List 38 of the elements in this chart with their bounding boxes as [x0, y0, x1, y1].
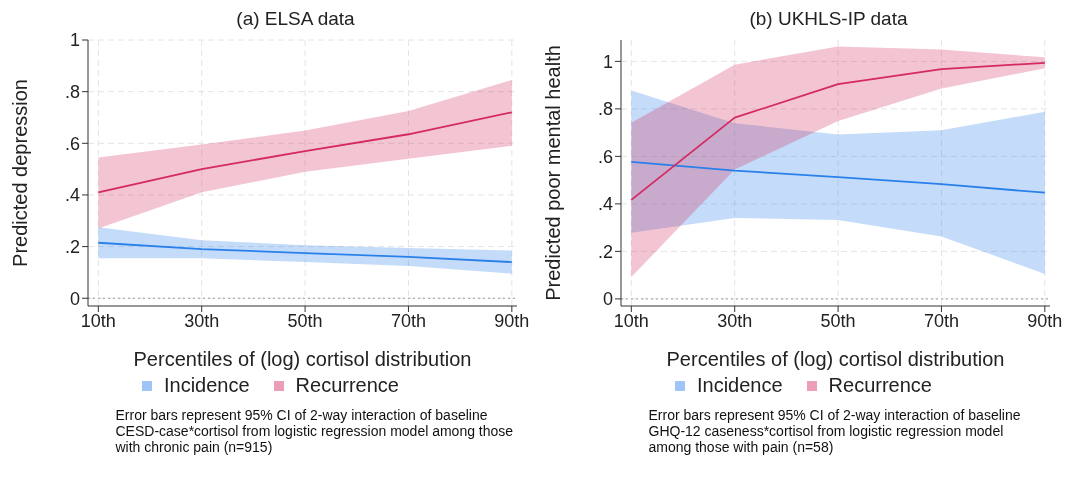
y-tick-label: .8 — [64, 82, 80, 103]
x-tick-label: 90th — [494, 310, 530, 331]
y-tick-label: 0 — [602, 289, 613, 310]
x-tick-label: 30th — [717, 310, 753, 331]
legend-label: Recurrence — [295, 374, 399, 397]
line-series — [630, 160, 1046, 194]
legend-label: Incidence — [163, 374, 250, 397]
x-tick-label: 70th — [390, 310, 426, 331]
y-tick-label: .2 — [64, 236, 80, 257]
y-tick-label: .6 — [597, 146, 613, 167]
y-tick-label: .6 — [64, 133, 80, 154]
line-series — [97, 241, 513, 263]
y-tick-label: 0 — [69, 288, 80, 309]
y-axis-title: Predicted depression — [9, 79, 32, 267]
line-series — [97, 111, 513, 194]
y-axis-title: Predicted poor mental health — [542, 45, 565, 301]
y-tick-label: .4 — [597, 194, 613, 215]
text: Error bars represent 95% CI of 2-way interaction of baseline CESD-case*cortisol from logistic regression model among those with chronic pain (n=915) — [114, 407, 515, 455]
y-tick-label: .2 — [597, 241, 613, 262]
x-tick-label: 50th — [287, 310, 323, 331]
y-tick-label: 1 — [69, 30, 80, 51]
y-tick-label: .4 — [64, 185, 80, 206]
x-axis-title: Percentiles of (log) cortisol distribution — [666, 348, 1005, 370]
x-axis-title: Percentiles of (log) cortisol distribution — [133, 348, 472, 370]
line-series — [630, 61, 1046, 201]
legend-label: Incidence — [696, 374, 783, 397]
x-tick-label: 90th — [1027, 310, 1063, 331]
chart-title: (b) UKHLS-IP data — [748, 8, 909, 31]
x-tick-label: 10th — [613, 310, 649, 331]
legend-label: Recurrence — [828, 374, 932, 397]
x-tick-label: 30th — [184, 310, 220, 331]
x-tick-label: 50th — [820, 310, 856, 331]
y-tick-label: 1 — [602, 51, 613, 72]
x-tick-label: 10th — [80, 310, 116, 331]
text: Error bars represent 95% CI of 2-way interaction of baseline GHQ-12 caseness*cortisol from logistic regression model among those with pain (n=58) — [647, 407, 1022, 455]
chart-title: (a) ELSA data — [235, 8, 356, 31]
y-tick-label: .8 — [597, 99, 613, 120]
x-tick-label: 70th — [923, 310, 959, 331]
